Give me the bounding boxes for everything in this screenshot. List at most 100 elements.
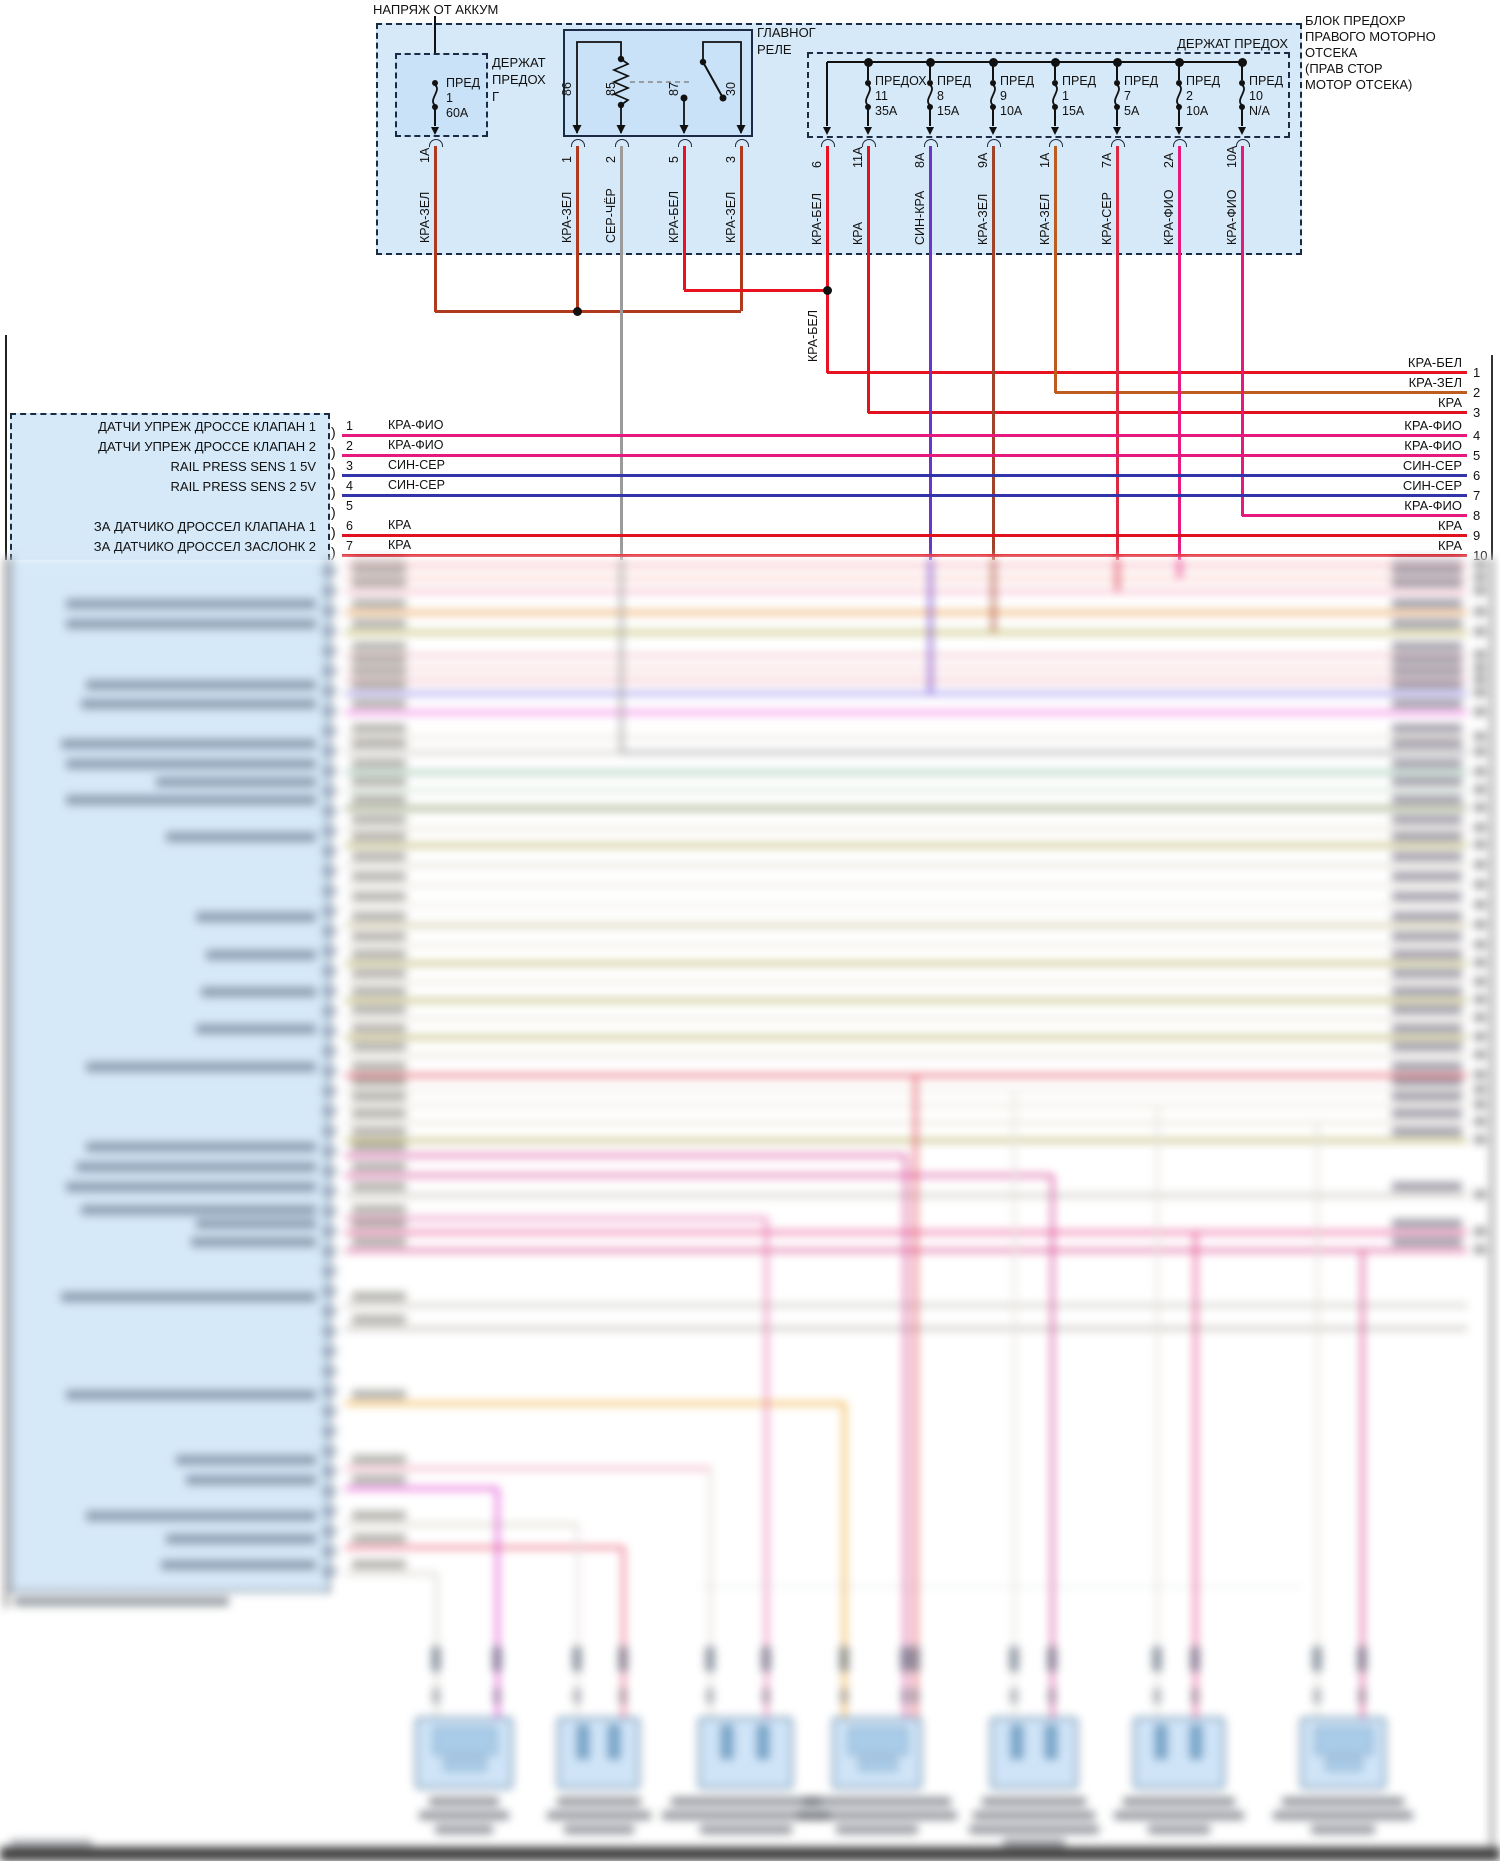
blurred-right-pin	[1474, 1070, 1486, 1079]
blurred-right-label	[1392, 950, 1462, 959]
blurred-wire-chip	[352, 1534, 406, 1543]
blurred-pin-tick	[322, 1546, 337, 1556]
right-pin-number: 1	[1473, 365, 1481, 380]
blurred-ecu-label	[86, 1062, 316, 1072]
wire	[5, 335, 7, 560]
blurred-pin-stub	[432, 1688, 440, 1704]
bottom-connector	[990, 1717, 1078, 1789]
blurred-wire-chip	[352, 852, 406, 861]
wire	[928, 558, 932, 693]
wire	[434, 108, 436, 126]
schematic-symbol	[1239, 80, 1245, 110]
blurred-wire-chip	[352, 950, 406, 959]
blurred-wire-chip	[352, 1092, 406, 1101]
wire	[345, 843, 1467, 847]
fuse-number: 7	[1124, 89, 1131, 103]
connector-notch	[859, 1757, 897, 1771]
ecu-pin-bracket: )	[331, 444, 336, 460]
blurred-right-pin	[1474, 747, 1486, 756]
blurred-connector-caption	[797, 1811, 957, 1820]
ecu-pin-number: 7	[346, 539, 353, 553]
blurred-right-label	[1392, 932, 1462, 941]
blurred-pin-tick	[322, 1006, 337, 1016]
wire	[345, 980, 1467, 984]
blurred-right-pin	[1474, 1227, 1486, 1236]
blurred-wire-chip	[352, 969, 406, 978]
wire	[764, 1218, 768, 1720]
wire	[1115, 146, 1119, 560]
wire	[1177, 558, 1181, 578]
blurred-pin-stub	[762, 1688, 770, 1704]
right-pin-number: 9	[1473, 528, 1481, 543]
blurred-ecu-label	[66, 599, 316, 609]
blurred-right-pin	[1474, 663, 1486, 672]
blurred-wire-chip	[352, 1560, 406, 1569]
blurred-right-pin	[1474, 958, 1486, 967]
bottom-bar-highlight	[0, 1846, 1500, 1848]
connector-cup	[1236, 139, 1250, 147]
blurred-pin-stub	[572, 1646, 582, 1672]
wire	[345, 710, 1467, 714]
blurred-wire-chip	[352, 815, 406, 824]
wire	[992, 62, 994, 80]
blurred-wire-chip	[352, 619, 406, 628]
blurred-right-pin	[1474, 1135, 1486, 1144]
blurred-pin-tick	[322, 1466, 337, 1476]
blurred-pin-tick	[322, 826, 337, 836]
schematic-symbol	[990, 80, 996, 110]
ecu-pin-number: 3	[346, 459, 353, 473]
blurred-right-label	[1392, 655, 1462, 664]
fuse-holder-small-title: ПРЕДОХ	[492, 72, 546, 87]
blurred-pin-tick	[322, 1246, 337, 1256]
blurred-connector-caption	[1273, 1811, 1413, 1820]
schematic-symbol	[927, 80, 933, 110]
blurred-connector-caption	[1114, 1811, 1244, 1820]
wire	[991, 558, 995, 632]
blurred-wire-chip	[352, 1390, 406, 1399]
blurred-pin-tick	[322, 1326, 337, 1336]
wire	[991, 146, 995, 560]
blurred-wire-chip	[352, 1142, 406, 1151]
wire	[345, 1571, 436, 1575]
blurred-wire-chip	[352, 680, 406, 689]
wire	[345, 883, 1467, 887]
battery-voltage-label: НАПРЯЖ ОТ АККУМ	[373, 2, 499, 17]
blurred-connector-caption	[1311, 1825, 1375, 1834]
fuse-number: 1	[1062, 89, 1069, 103]
wire	[867, 62, 869, 80]
blurred-wire-chip	[352, 565, 406, 574]
connector-cup	[615, 139, 629, 147]
blurred-wire-chip	[352, 1127, 406, 1136]
arrow-down-icon	[822, 127, 831, 135]
blurred-right-label	[1392, 667, 1462, 676]
blurred-ecu-label	[86, 1511, 316, 1521]
wire	[345, 923, 1467, 927]
blurred-pin-tick	[322, 1086, 337, 1096]
blurred-connector-caption	[982, 1797, 1086, 1806]
ecu-row-label: ДАТЧИ УПРЕЖ ДРОССЕ КЛАПАН 2	[98, 439, 316, 454]
blurred-connector-caption	[699, 1825, 792, 1834]
rotated-wire-label: 9А	[976, 152, 990, 168]
connector-cup	[1049, 139, 1063, 147]
blurred-pin-tick	[322, 1126, 337, 1136]
connector-cup	[987, 139, 1001, 147]
fuse-holder-right-title: ДЕРЖАТ ПРЕДОХ	[1177, 36, 1288, 51]
blurred-pin-stub	[1358, 1688, 1366, 1704]
blurred-wire-chip	[352, 1005, 406, 1014]
blurred-wire-chip	[352, 1511, 406, 1520]
blurred-pin-tick	[322, 806, 337, 816]
bottom-bar	[0, 1848, 1500, 1861]
blurred-right-pin	[1474, 688, 1486, 697]
blurred-wire-chip	[352, 795, 406, 804]
ecu-row-label: RAIL PRESS SENS 1 5V	[170, 459, 316, 474]
blurred-pin-tick	[322, 1266, 337, 1276]
blurred-wire-chip	[352, 739, 406, 748]
blurred-pin-tick	[322, 946, 337, 956]
blurred-ecu-label	[86, 680, 316, 690]
wire	[928, 146, 932, 560]
blurred-wire-chip	[352, 1455, 406, 1464]
blurred-pin-stub	[1047, 1646, 1057, 1672]
wire	[1177, 146, 1181, 560]
right-wire-name: СИН-СЕР	[1402, 458, 1462, 473]
blurred-right-pin	[1474, 767, 1486, 776]
